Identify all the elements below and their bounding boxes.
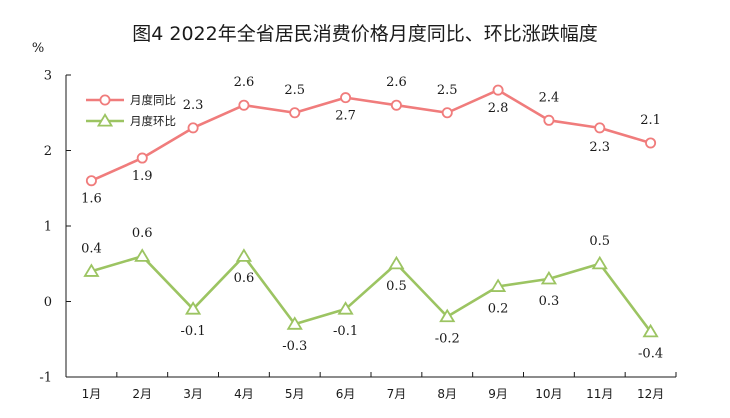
y-tick-label: -1 (39, 371, 52, 386)
data-point-marker (543, 114, 555, 126)
x-tick-label: 9月 (488, 387, 508, 401)
series-1: 1.6 1.9 2.3 2.6 2.5 2.7 2.6 2.5 2.8 2.4 2.3 2.1 (81, 75, 661, 207)
y-axis-unit: % (32, 41, 44, 56)
legend-item: 月度环比 (86, 113, 176, 128)
x-tick-label: 10月 (535, 387, 562, 401)
data-label: -0.2 (435, 332, 460, 347)
data-label: 2.8 (488, 101, 509, 116)
series-2: 0.4 0.6 -0.1 0.6 -0.3 -0.1 0.5 -0.2 0.2 0.3 0.5 -0.… (81, 226, 663, 362)
y-tick-label: 0 (44, 295, 52, 310)
x-tick-label: 12月 (637, 387, 664, 401)
data-point-marker (388, 255, 405, 270)
data-point-marker (441, 107, 453, 119)
data-label: 0.6 (132, 226, 153, 241)
data-label: -0.1 (333, 324, 358, 339)
data-point-marker (184, 301, 202, 315)
legend-item: 月度同比 (86, 93, 176, 107)
series-line (90, 88, 651, 182)
chart-title: 图4 2022年全省居民消费价格月度同比、环比涨跌幅度 (132, 23, 597, 45)
data-point-marker (642, 323, 659, 338)
data-label: 2.5 (284, 83, 305, 98)
data-label: 0.2 (488, 301, 509, 316)
data-label: -0.4 (638, 347, 663, 362)
series-line (91, 254, 652, 333)
x-tick-label: 3月 (183, 387, 203, 401)
x-tick-label: 1月 (82, 387, 102, 401)
data-point-marker (286, 316, 303, 330)
data-label: 2.4 (539, 90, 560, 105)
data-point-marker (540, 270, 558, 285)
data-point-marker (439, 308, 456, 323)
data-label: 2.6 (386, 75, 407, 90)
data-label: 0.4 (81, 241, 102, 256)
data-point-marker (340, 92, 352, 104)
x-tick-label: 4月 (234, 387, 254, 401)
data-label: 2.7 (335, 109, 356, 124)
data-label: 2.6 (234, 75, 255, 90)
data-point-marker (136, 152, 148, 164)
data-label: 0.5 (589, 234, 610, 249)
x-tick-label: 7月 (387, 387, 407, 401)
data-label: 2.3 (183, 98, 204, 113)
data-point-marker (492, 84, 504, 96)
data-label: 0.5 (386, 279, 407, 294)
y-tick-label: 3 (44, 69, 52, 84)
data-label: 1.6 (81, 192, 102, 207)
data-point-marker (390, 99, 402, 111)
data-label: 2.5 (437, 83, 458, 98)
x-tick-label: 6月 (336, 387, 356, 401)
legend-marker (99, 94, 111, 106)
x-tick-label: 11月 (586, 387, 613, 401)
data-point-marker (645, 137, 657, 149)
data-point-marker (289, 107, 301, 119)
data-point-marker (337, 301, 354, 315)
data-point-marker (134, 248, 151, 262)
x-tick-label: 8月 (437, 387, 457, 401)
data-label: 1.9 (132, 169, 153, 184)
data-point-marker (83, 263, 100, 277)
series-layer: 1.61.92.32.62.52.72.62.52.82.42.32.10.40… (81, 75, 663, 362)
data-label: 0.6 (234, 271, 255, 286)
data-point-marker (591, 255, 608, 270)
data-label: -0.3 (282, 339, 307, 354)
data-point-marker (489, 278, 507, 292)
y-tick-label: 2 (44, 144, 52, 159)
data-label: 2.3 (589, 140, 610, 155)
legend-label: 月度环比 (130, 114, 176, 128)
legend-label: 月度同比 (130, 93, 176, 107)
axes: -1 0 1 2 3 1月 2月 3月 4月 5月 6月 7月 8月 9月 10月 11月 12月 (39, 69, 677, 401)
legend-marker (96, 113, 114, 127)
data-point-marker (594, 122, 606, 134)
data-point-marker (235, 248, 253, 262)
data-label: 0.3 (539, 294, 560, 309)
data-label: -0.1 (181, 324, 206, 339)
y-tick-label: 1 (44, 220, 52, 235)
data-label: 2.1 (640, 113, 661, 128)
x-tick-label: 2月 (132, 387, 152, 401)
data-point-marker (187, 122, 199, 134)
data-point-marker (85, 175, 97, 187)
data-point-marker (238, 99, 250, 111)
x-tick-label: 5月 (285, 387, 305, 401)
